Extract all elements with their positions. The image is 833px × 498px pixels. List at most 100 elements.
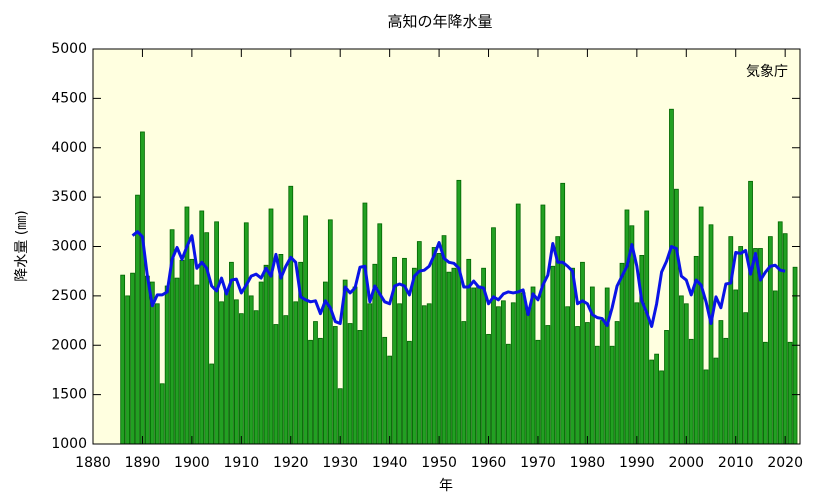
bar — [159, 383, 165, 445]
y-tick-label: 2500 — [51, 288, 87, 304]
x-tick-label: 1890 — [125, 455, 161, 471]
x-tick-label: 1920 — [273, 455, 309, 471]
bar — [273, 324, 279, 445]
bar — [436, 253, 442, 445]
bar — [318, 337, 323, 445]
bar — [678, 295, 684, 445]
bar — [792, 266, 798, 445]
bar — [471, 287, 477, 445]
bar — [130, 272, 135, 445]
bar — [609, 345, 615, 445]
bar — [624, 209, 630, 445]
bar — [634, 302, 640, 445]
bar — [733, 289, 739, 445]
x-tick-label: 1900 — [174, 455, 210, 471]
bar — [367, 303, 373, 445]
bar — [550, 265, 556, 445]
bar — [688, 338, 694, 445]
bar — [772, 290, 778, 445]
bar — [476, 285, 482, 445]
bar — [233, 299, 239, 445]
y-tick-label: 1500 — [51, 387, 87, 403]
bar — [327, 219, 333, 445]
bar — [451, 267, 457, 445]
bar — [278, 253, 284, 445]
bar — [491, 227, 496, 445]
bar — [585, 322, 590, 445]
bar — [703, 369, 709, 445]
y-tick-label: 2000 — [51, 337, 87, 353]
bar — [683, 303, 689, 445]
bar — [594, 345, 600, 445]
bar — [619, 262, 625, 445]
bar — [199, 210, 205, 445]
bar — [738, 246, 744, 445]
bar — [753, 248, 758, 445]
bar — [535, 339, 541, 445]
x-tick-label: 1990 — [619, 455, 655, 471]
bar — [713, 357, 719, 445]
x-tick-label: 1950 — [421, 455, 457, 471]
bar — [777, 221, 783, 445]
bar — [214, 221, 219, 445]
bar — [332, 326, 338, 445]
bar — [748, 180, 753, 445]
bar — [743, 312, 748, 445]
bar — [426, 303, 432, 445]
bar — [763, 341, 768, 445]
annotation: 気象庁 — [746, 64, 788, 80]
bar — [179, 259, 185, 445]
moving-average-line — [131, 230, 786, 328]
bar — [431, 247, 437, 445]
bar — [525, 310, 531, 445]
x-tick-label: 2010 — [718, 455, 754, 471]
x-tick-label: 1970 — [520, 455, 556, 471]
x-tick-label: 1930 — [322, 455, 358, 471]
bar — [120, 274, 126, 445]
bar — [387, 355, 393, 445]
bar — [644, 210, 650, 445]
bar — [174, 277, 180, 445]
bar — [313, 321, 318, 445]
bar — [787, 341, 793, 445]
bar — [219, 301, 224, 445]
bar — [362, 202, 368, 445]
bar — [500, 300, 506, 445]
bar — [263, 264, 269, 445]
bar — [565, 306, 571, 445]
bar — [258, 281, 264, 445]
y-tick-label: 4500 — [51, 90, 87, 106]
bar — [560, 182, 566, 445]
x-tick-label: 1880 — [75, 455, 111, 471]
bar — [145, 275, 150, 445]
y-axis-label: 降水量 (㎜) — [14, 210, 30, 281]
bar — [446, 271, 452, 445]
bar — [308, 339, 313, 445]
y-tick-label: 3500 — [51, 189, 87, 205]
bar — [580, 261, 585, 445]
bar — [510, 302, 516, 445]
bar — [698, 206, 704, 445]
bar — [570, 267, 575, 445]
bar — [421, 305, 427, 445]
bar — [545, 325, 551, 445]
x-tick-label: 1910 — [224, 455, 260, 471]
bar — [194, 284, 200, 445]
bar — [654, 353, 660, 445]
bar — [674, 188, 679, 445]
bar — [629, 225, 635, 445]
bar — [125, 295, 130, 445]
x-axis-label: 年 — [439, 478, 453, 494]
bar — [164, 285, 170, 445]
bar — [303, 215, 308, 445]
bar — [614, 321, 620, 445]
y-tick-label: 3000 — [51, 239, 87, 255]
bar — [189, 258, 195, 445]
bar — [293, 301, 299, 445]
bar — [486, 333, 491, 445]
bar — [209, 363, 215, 445]
bar — [530, 286, 536, 445]
bar — [337, 388, 343, 445]
bar — [599, 320, 605, 445]
bar — [782, 233, 788, 445]
